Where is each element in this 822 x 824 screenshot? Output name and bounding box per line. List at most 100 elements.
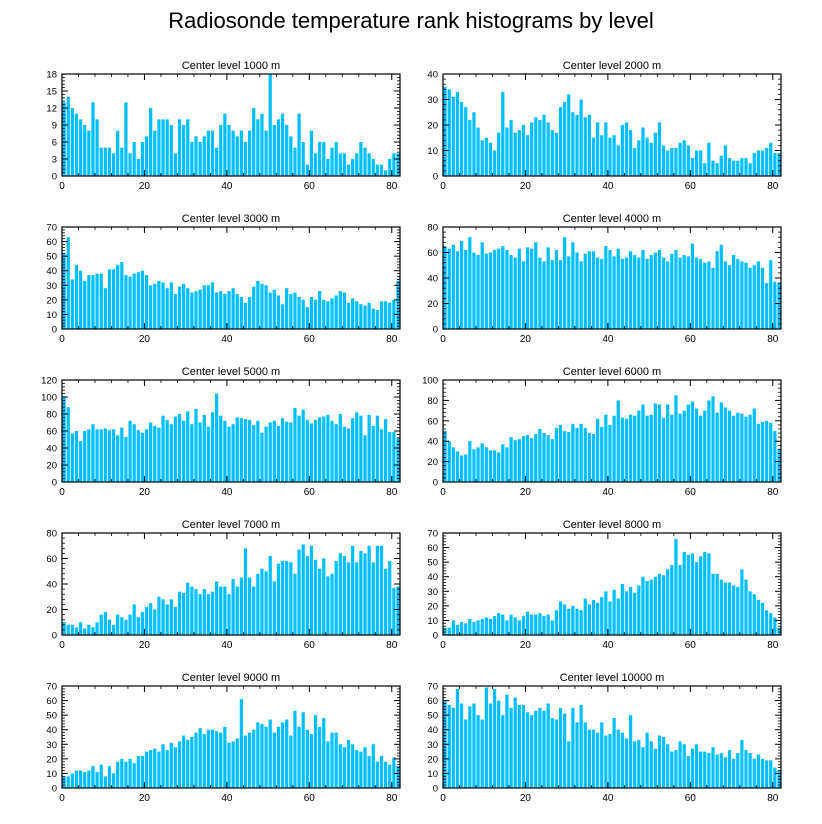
histogram-bar bbox=[74, 264, 79, 329]
y-tick-label: 50 bbox=[427, 558, 438, 569]
histogram-bar bbox=[91, 102, 95, 176]
histogram-bar bbox=[620, 732, 624, 788]
histogram-bar bbox=[497, 613, 501, 635]
histogram-bar bbox=[612, 589, 616, 635]
histogram-bar bbox=[587, 729, 591, 788]
histogram-bar bbox=[173, 606, 178, 635]
histogram-bar bbox=[318, 142, 322, 176]
histogram-bar bbox=[468, 441, 472, 482]
histogram-bar bbox=[78, 270, 83, 329]
histogram-bar bbox=[206, 594, 210, 635]
histogram-bar bbox=[459, 621, 464, 635]
histogram-bar bbox=[388, 561, 392, 635]
histogram-bar bbox=[338, 553, 342, 635]
histogram-bar bbox=[723, 757, 728, 788]
histogram-bar bbox=[612, 718, 616, 788]
histogram-bar bbox=[699, 556, 703, 635]
histogram-bar bbox=[268, 555, 272, 635]
histogram-bar bbox=[239, 296, 243, 329]
histogram-bar bbox=[260, 723, 264, 788]
histogram-bar bbox=[223, 113, 227, 176]
histogram-bar bbox=[173, 153, 178, 176]
histogram-bar bbox=[392, 299, 396, 329]
histogram-bar bbox=[120, 427, 124, 482]
histogram-bar bbox=[727, 750, 732, 788]
histogram-bar bbox=[550, 620, 554, 635]
histogram-bar bbox=[513, 440, 517, 482]
histogram-bar bbox=[326, 414, 330, 482]
histogram-bar bbox=[534, 434, 538, 482]
histogram-bar bbox=[563, 237, 567, 329]
histogram-bar bbox=[571, 112, 575, 176]
y-tick-label: 50 bbox=[46, 711, 57, 722]
histogram-bar bbox=[538, 119, 542, 176]
x-tick-label: 80 bbox=[767, 334, 779, 345]
histogram-bar bbox=[107, 766, 112, 788]
histogram-bar bbox=[210, 282, 215, 329]
histogram-bar bbox=[476, 127, 480, 176]
histogram-bar bbox=[744, 158, 748, 176]
x-tick-label: 60 bbox=[304, 793, 316, 804]
histogram-bar bbox=[388, 159, 392, 176]
histogram-bar bbox=[384, 301, 388, 329]
histogram-bar bbox=[612, 256, 616, 329]
histogram-bar bbox=[169, 282, 173, 329]
histogram-bar bbox=[575, 427, 579, 482]
histogram-bar bbox=[120, 758, 124, 788]
histogram-bar bbox=[116, 435, 120, 482]
histogram-bar bbox=[521, 704, 526, 788]
histogram-bar bbox=[649, 579, 653, 635]
histogram-bar bbox=[633, 415, 637, 482]
histogram-bar bbox=[744, 416, 748, 482]
x-tick-label: 60 bbox=[304, 181, 316, 192]
histogram-bar bbox=[256, 722, 260, 788]
histogram-bar bbox=[136, 430, 140, 482]
histogram-bar bbox=[367, 302, 371, 329]
histogram-bar bbox=[468, 237, 472, 329]
histogram-bar bbox=[711, 267, 715, 329]
histogram-bar bbox=[583, 427, 587, 482]
histogram-bar bbox=[243, 302, 248, 329]
y-tick-label: 30 bbox=[46, 740, 57, 751]
histogram-bar bbox=[748, 591, 752, 635]
histogram-bar bbox=[297, 296, 301, 329]
chart-panel-8: Center level 8000 m 0 20 40 60 80 0 10 20 30 40 50 6… bbox=[427, 519, 782, 651]
histogram-bar bbox=[542, 616, 546, 635]
histogram-bar bbox=[447, 704, 451, 788]
x-tick-label: 20 bbox=[139, 793, 151, 804]
histogram-bar bbox=[165, 288, 169, 329]
histogram-bar bbox=[128, 614, 132, 635]
histogram-bar bbox=[161, 415, 165, 482]
histogram-bar bbox=[670, 751, 674, 788]
x-tick-label: 40 bbox=[602, 334, 614, 345]
histogram-bar bbox=[600, 597, 604, 635]
plot-frame bbox=[442, 379, 782, 483]
histogram-bar bbox=[760, 267, 765, 329]
histogram-bar bbox=[740, 413, 744, 482]
chart-panel-4: Center level 4000 m 0 20 40 60 80 0 20 40 60 80 bbox=[427, 213, 782, 345]
histogram-bar bbox=[554, 427, 559, 482]
histogram-bar bbox=[198, 594, 202, 635]
histogram-bar bbox=[375, 761, 379, 788]
histogram-bar bbox=[305, 307, 309, 329]
histogram-bar bbox=[628, 586, 633, 635]
histogram-bar bbox=[760, 758, 765, 788]
histogram-bar bbox=[202, 414, 206, 482]
histogram-bar bbox=[235, 294, 239, 329]
y-tick-label: 0 bbox=[52, 172, 57, 183]
histogram-bar bbox=[194, 732, 198, 788]
histogram-bar bbox=[95, 771, 99, 788]
histogram-bar bbox=[558, 707, 563, 788]
histogram-bar bbox=[70, 624, 74, 635]
histogram-bar bbox=[272, 420, 276, 482]
histogram-bar bbox=[591, 251, 596, 329]
histogram-bar bbox=[497, 132, 501, 176]
x-tick-label: 80 bbox=[386, 334, 398, 345]
panel-title: Center level 7000 m bbox=[182, 519, 280, 531]
y-tick-label: 60 bbox=[427, 416, 438, 427]
histogram-bar bbox=[455, 91, 460, 176]
histogram-bar bbox=[554, 610, 559, 635]
histogram-bar bbox=[330, 147, 334, 176]
histogram-bar bbox=[682, 255, 686, 329]
y-tick-label: 60 bbox=[427, 543, 438, 554]
